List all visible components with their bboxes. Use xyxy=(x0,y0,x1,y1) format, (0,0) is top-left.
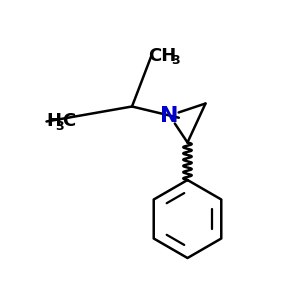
Text: H: H xyxy=(46,112,62,130)
Text: C: C xyxy=(62,112,75,130)
Text: 3: 3 xyxy=(171,54,180,68)
Text: N: N xyxy=(160,106,179,125)
Text: 3: 3 xyxy=(55,120,64,134)
Text: CH: CH xyxy=(148,46,177,64)
